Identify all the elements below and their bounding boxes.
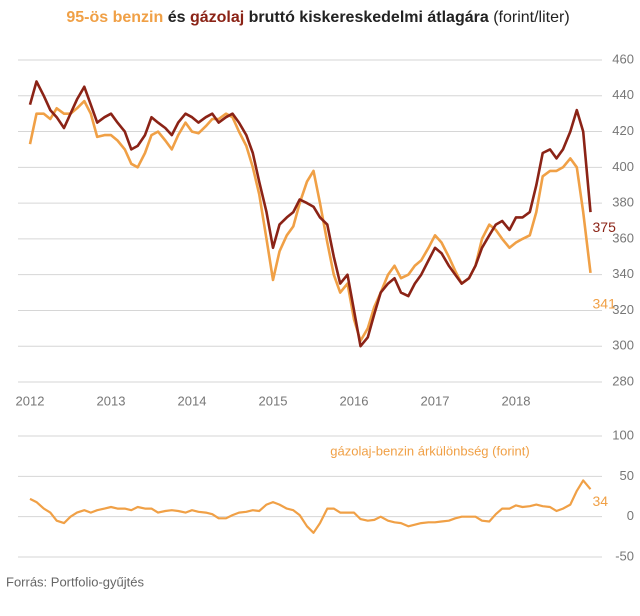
x-tick-label: 2014 <box>178 393 207 408</box>
y-tick-label: 400 <box>612 159 634 174</box>
y-tick-label: 420 <box>612 123 634 138</box>
y-tick-label: 280 <box>612 373 634 388</box>
chart-title: 95-ös benzin és gázolaj bruttó kiskeresk… <box>66 9 569 26</box>
y-tick-label: 440 <box>612 87 634 102</box>
title-unit: (forint/liter) <box>493 9 569 26</box>
x-tick-label: 2015 <box>259 393 288 408</box>
end-value-label: 34 <box>593 493 609 509</box>
y-tick-label: 380 <box>612 195 634 210</box>
series-name: gázolaj-benzin árkülönbség (forint) <box>330 443 529 458</box>
x-tick-label: 2017 <box>421 393 450 408</box>
title-gazolaj: gázolaj <box>190 9 244 26</box>
title-benzin: 95-ös benzin <box>66 9 163 26</box>
end-value-label: 375 <box>593 219 617 235</box>
x-tick-label: 2013 <box>97 393 126 408</box>
y-tick-label: 340 <box>612 266 634 281</box>
end-value-label: 341 <box>593 296 617 312</box>
y-tick-label: 360 <box>612 230 634 245</box>
source: Forrás: Portfolio-gyűjtés <box>6 574 144 589</box>
y-tick-label: 100 <box>612 427 634 442</box>
y-tick-label: 0 <box>627 508 634 523</box>
x-tick-label: 2018 <box>502 393 531 408</box>
y-tick-label: -50 <box>615 548 634 563</box>
series-line <box>28 80 592 348</box>
y-tick-label: 300 <box>612 338 634 353</box>
title-part: bruttó kiskereskedelmi átlagára <box>249 9 489 26</box>
x-tick-label: 2012 <box>16 393 45 408</box>
title-part: és <box>168 9 186 26</box>
series-line <box>29 479 592 534</box>
y-tick-label: 50 <box>620 468 634 483</box>
y-tick-label: 460 <box>612 51 634 66</box>
y-tick-label: 320 <box>612 302 634 317</box>
x-tick-label: 2016 <box>340 393 369 408</box>
series-line <box>28 99 592 343</box>
